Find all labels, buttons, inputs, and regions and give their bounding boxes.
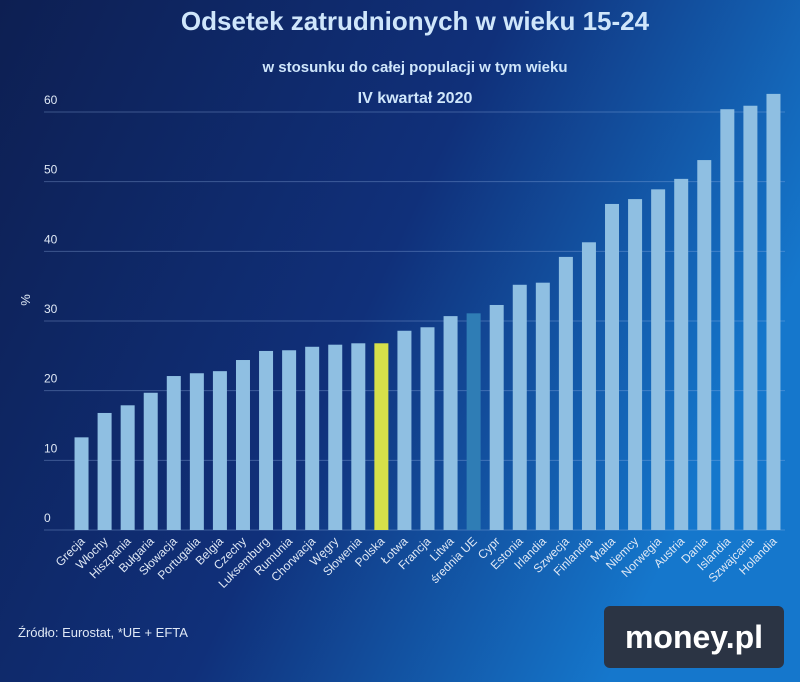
- bar: [397, 330, 412, 530]
- bar: [328, 344, 343, 530]
- bar: [720, 109, 735, 531]
- chart-subtitle: IV kwartał 2020: [358, 90, 473, 107]
- y-tick-label: 40: [44, 232, 58, 246]
- bar: [535, 282, 550, 530]
- logo-box: [604, 606, 784, 668]
- y-tick-label: 60: [44, 93, 58, 107]
- bar: [120, 405, 135, 530]
- bar: [189, 373, 204, 530]
- bar: [489, 304, 504, 530]
- bar: [305, 346, 320, 530]
- chart-title: Odsetek zatrudnionych w wieku 15-24: [181, 6, 650, 36]
- bar: [420, 327, 435, 530]
- source: Źródło: Eurostat, *UE + EFTA: [18, 625, 188, 640]
- bar: [443, 316, 458, 530]
- bar: [259, 350, 274, 530]
- bar: [466, 313, 481, 530]
- bar: [74, 437, 89, 530]
- y-tick-label: 20: [44, 372, 58, 386]
- y-tick-label: 10: [44, 441, 58, 455]
- bar: [166, 376, 181, 530]
- y-tick-label: 50: [44, 163, 58, 177]
- bar: [605, 203, 620, 530]
- y-tick-label: 30: [44, 302, 58, 316]
- bar: [143, 392, 158, 530]
- bar: [581, 242, 596, 530]
- bar: [674, 178, 689, 530]
- bar: [351, 343, 366, 530]
- bar: [766, 93, 781, 531]
- bar: [512, 284, 527, 530]
- bar: [212, 371, 227, 530]
- bar: [97, 412, 112, 530]
- chart-subtitle: w stosunku do całej populacji w tym wiek…: [261, 59, 567, 76]
- bar: [558, 256, 573, 530]
- bar: [743, 105, 758, 530]
- bar: [235, 360, 250, 530]
- bar: [374, 343, 389, 530]
- bar: [282, 350, 297, 530]
- bar: [628, 199, 643, 531]
- logo: money.pl: [625, 619, 763, 655]
- bar: [697, 160, 712, 530]
- y-axis-label: %: [18, 294, 33, 306]
- bar: [651, 189, 666, 530]
- y-tick-label: 0: [44, 511, 51, 525]
